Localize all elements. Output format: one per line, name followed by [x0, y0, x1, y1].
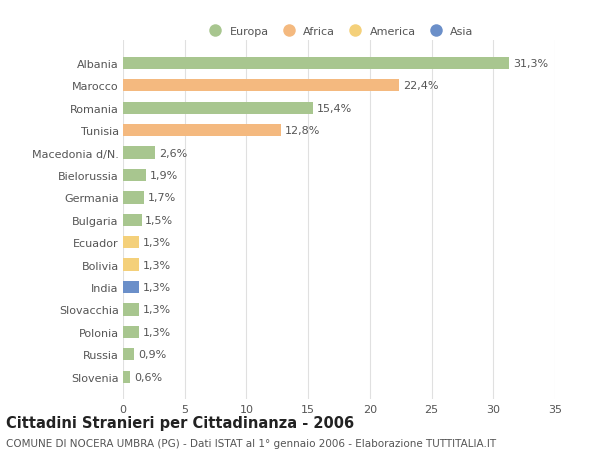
Bar: [123, 281, 139, 294]
Text: 1,3%: 1,3%: [143, 305, 171, 315]
Text: 0,6%: 0,6%: [134, 372, 162, 382]
Text: 2,6%: 2,6%: [159, 148, 187, 158]
Bar: [123, 348, 134, 361]
Text: 1,3%: 1,3%: [143, 282, 171, 292]
Text: 22,4%: 22,4%: [403, 81, 439, 91]
Bar: [123, 57, 509, 70]
Bar: [123, 304, 139, 316]
Text: Cittadini Stranieri per Cittadinanza - 2006: Cittadini Stranieri per Cittadinanza - 2…: [6, 415, 354, 431]
Text: 12,8%: 12,8%: [284, 126, 320, 136]
Bar: [123, 125, 281, 137]
Text: 1,3%: 1,3%: [143, 238, 171, 248]
Text: 1,3%: 1,3%: [143, 327, 171, 337]
Bar: [123, 192, 144, 204]
Text: 15,4%: 15,4%: [317, 103, 352, 113]
Bar: [123, 214, 142, 226]
Text: 1,9%: 1,9%: [150, 171, 178, 180]
Bar: [123, 102, 313, 115]
Text: 0,9%: 0,9%: [138, 350, 166, 359]
Bar: [123, 371, 130, 383]
Text: 31,3%: 31,3%: [513, 59, 548, 69]
Text: COMUNE DI NOCERA UMBRA (PG) - Dati ISTAT al 1° gennaio 2006 - Elaborazione TUTTI: COMUNE DI NOCERA UMBRA (PG) - Dati ISTAT…: [6, 438, 496, 448]
Text: 1,5%: 1,5%: [145, 215, 173, 225]
Text: 1,7%: 1,7%: [148, 193, 176, 203]
Bar: [123, 147, 155, 159]
Bar: [123, 80, 400, 92]
Legend: Europa, Africa, America, Asia: Europa, Africa, America, Asia: [204, 27, 474, 37]
Bar: [123, 236, 139, 249]
Text: 1,3%: 1,3%: [143, 260, 171, 270]
Bar: [123, 326, 139, 338]
Bar: [123, 169, 146, 182]
Bar: [123, 259, 139, 271]
